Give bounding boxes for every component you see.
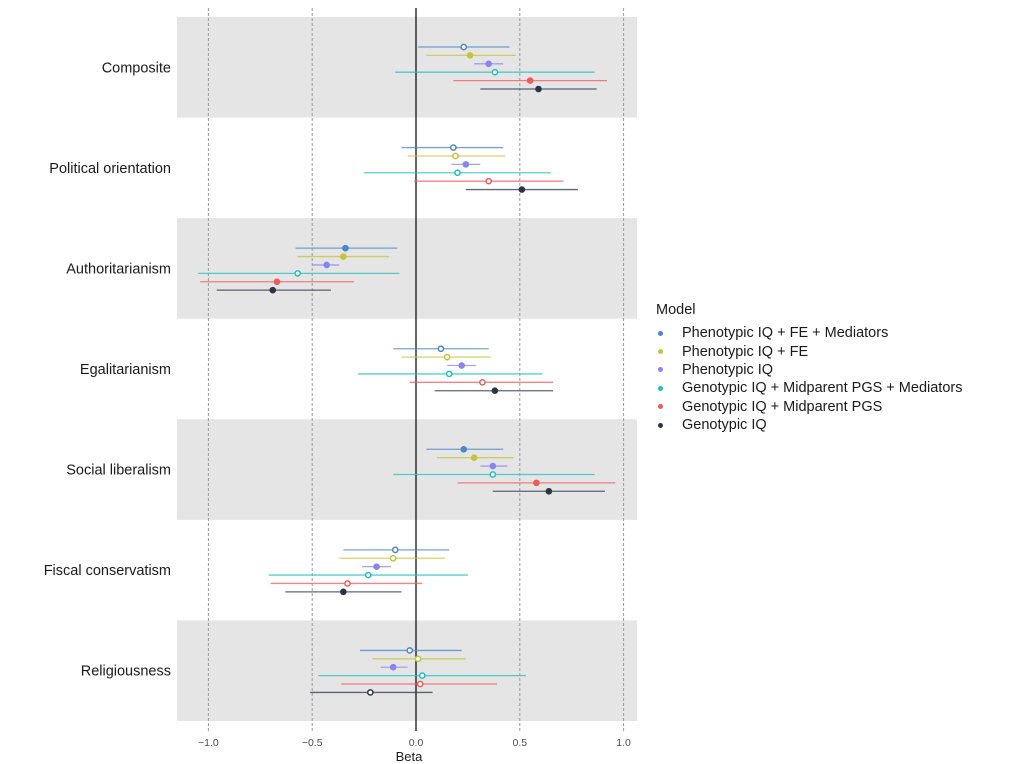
point-estimate-hollow bbox=[366, 689, 374, 696]
point-estimate-hollow bbox=[414, 655, 422, 663]
legend-item: Genotypic IQ bbox=[656, 416, 962, 434]
point-estimate bbox=[491, 387, 499, 395]
point-estimate bbox=[373, 563, 380, 570]
point-estimate-hollow bbox=[491, 68, 499, 76]
legend-dot-icon bbox=[658, 349, 663, 355]
legend-item: Phenotypic IQ + FE + Mediators bbox=[656, 324, 962, 342]
point-estimate-hollow bbox=[406, 647, 414, 654]
point-estimate-hollow bbox=[485, 177, 493, 185]
category-band bbox=[177, 419, 637, 520]
category-labels: Composite Political orientation Authoritar… bbox=[44, 60, 171, 679]
legend-label: Phenotypic IQ bbox=[682, 361, 774, 378]
point-estimate bbox=[533, 479, 540, 487]
confidence-intervals bbox=[198, 46, 616, 694]
point-estimate bbox=[466, 52, 474, 59]
legend-label: Phenotypic IQ + FE + Mediators bbox=[682, 325, 889, 342]
point-estimate-hollow bbox=[445, 370, 453, 378]
category-label: Composite bbox=[102, 60, 171, 76]
legend-dot-icon bbox=[658, 367, 663, 373]
category-band bbox=[177, 620, 637, 721]
point-estimate bbox=[269, 286, 277, 294]
point-estimate-hollow bbox=[452, 152, 459, 160]
point-estimate bbox=[389, 663, 397, 671]
point-estimate-hollow bbox=[416, 680, 424, 688]
category-label: Egalitarianism bbox=[80, 362, 171, 378]
legend-label: Phenotypic IQ + FE bbox=[682, 343, 809, 360]
point-estimate-hollow bbox=[344, 580, 351, 587]
legend-item: Phenotypic IQ + FE bbox=[656, 342, 962, 360]
x-tick-label: 0.0 bbox=[409, 737, 424, 749]
point-estimate-hollow bbox=[489, 471, 497, 478]
x-tick-label: −0.5 bbox=[302, 737, 323, 749]
point-estimate-hollow bbox=[450, 144, 457, 151]
point-estimate bbox=[518, 186, 526, 193]
point-estimate bbox=[342, 244, 349, 252]
point-estimate-hollow bbox=[437, 345, 445, 353]
category-label: Religiousness bbox=[81, 664, 171, 680]
point-estimate-hollow bbox=[294, 269, 302, 277]
x-tick-label: 1.0 bbox=[616, 737, 631, 749]
point-estimate bbox=[545, 487, 553, 495]
category-label: Authoritarianism bbox=[66, 261, 171, 277]
point-estimate bbox=[535, 85, 542, 93]
category-band bbox=[177, 17, 637, 118]
legend-item: Genotypic IQ + Midparent PGS + Mediators bbox=[656, 379, 962, 397]
point-estimate bbox=[485, 60, 492, 68]
point-estimate bbox=[340, 588, 347, 596]
category-label: Political orientation bbox=[49, 161, 171, 177]
gridlines bbox=[207, 8, 625, 731]
point-estimate bbox=[526, 77, 534, 84]
point-estimate-hollow bbox=[364, 571, 372, 579]
point-estimate-hollow bbox=[460, 43, 468, 51]
category-label: Social liberalism bbox=[66, 463, 171, 479]
legend-label: Genotypic IQ bbox=[682, 417, 767, 434]
legend-label: Genotypic IQ + Midparent PGS + Mediators bbox=[682, 380, 963, 397]
point-estimate-hollow bbox=[454, 169, 461, 177]
point-estimate-hollow bbox=[479, 378, 486, 386]
category-bands bbox=[177, 17, 637, 721]
legend-items: Phenotypic IQ + FE + Mediators Phenotypic… bbox=[656, 324, 962, 434]
legend-label: Genotypic IQ + Midparent PGS bbox=[682, 398, 883, 415]
legend-dot-icon bbox=[658, 385, 663, 391]
x-axis-ticks: −1.0 −0.5 0.0 0.5 1.0 bbox=[198, 737, 631, 749]
point-estimates bbox=[269, 43, 553, 696]
point-estimate bbox=[323, 261, 331, 269]
legend-item: Phenotypic IQ bbox=[656, 361, 962, 379]
x-tick-label: 0.5 bbox=[512, 737, 527, 749]
legend-dot-icon bbox=[658, 404, 663, 410]
point-estimate-hollow bbox=[443, 353, 451, 361]
legend-dot-icon bbox=[658, 422, 663, 428]
point-estimate bbox=[340, 253, 347, 260]
point-estimate bbox=[462, 161, 470, 168]
category-label: Fiscal conservatism bbox=[44, 563, 171, 579]
legend: Model Phenotypic IQ + FE + Mediators Phen… bbox=[656, 302, 962, 434]
legend-item: Genotypic IQ + Midparent PGS bbox=[656, 398, 962, 416]
point-estimate bbox=[460, 445, 468, 453]
x-tick-label: −1.0 bbox=[198, 737, 219, 749]
category-band bbox=[177, 218, 637, 319]
point-estimate-hollow bbox=[418, 672, 426, 679]
point-estimate bbox=[273, 278, 281, 286]
point-estimate-hollow bbox=[391, 546, 399, 554]
point-estimate bbox=[470, 454, 478, 461]
legend-title: Model bbox=[656, 302, 696, 318]
x-axis-title: Beta bbox=[396, 749, 424, 764]
point-estimate bbox=[489, 462, 497, 470]
point-estimate bbox=[458, 362, 465, 369]
legend-dot-icon bbox=[658, 330, 663, 336]
point-estimate-hollow bbox=[389, 554, 397, 562]
